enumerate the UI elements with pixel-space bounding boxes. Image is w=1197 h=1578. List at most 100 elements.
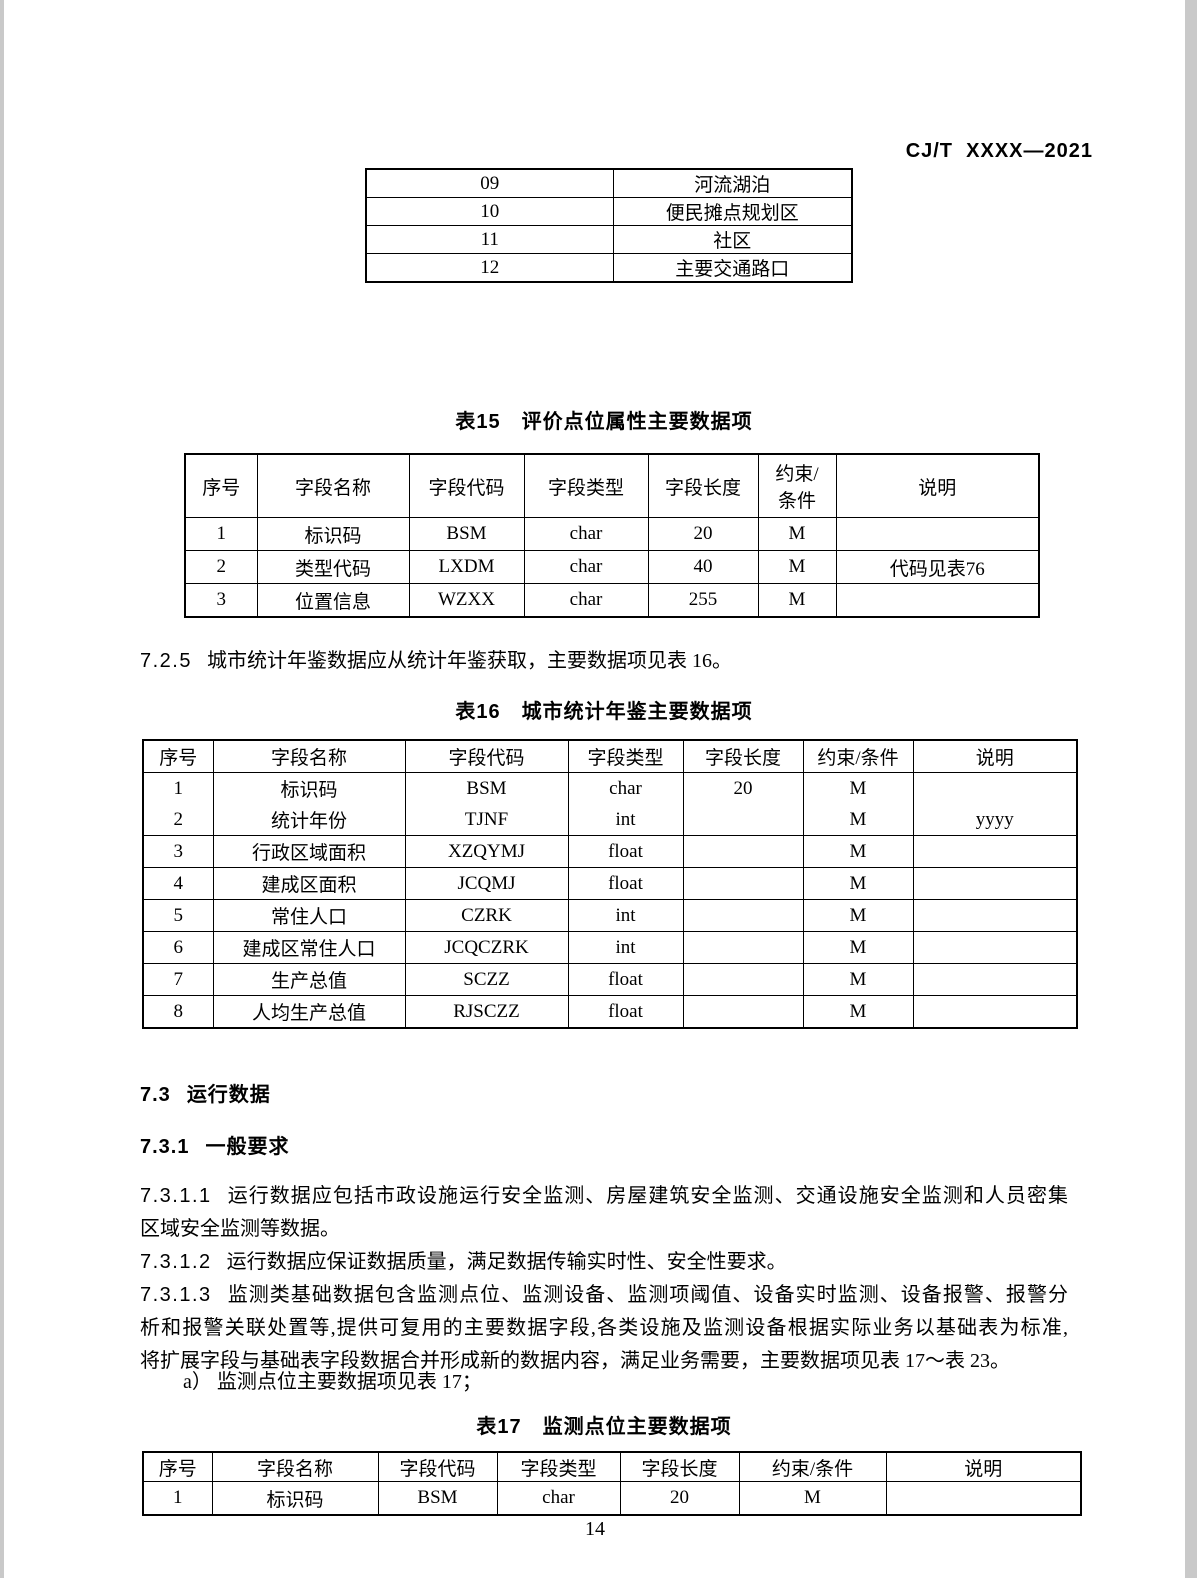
clause-text: 析和报警关联处置等,提供可复用的主要数据字段,各类设施及监测设备根据实际业务以基…	[140, 1317, 1068, 1339]
table-header-cell: 序号	[142, 739, 214, 773]
clause-text: 运行数据应包括市政设施运行安全监测、房屋建筑安全监测、交通设施安全监测和人员密集	[226, 1185, 1068, 1207]
table-header-cell: 字段长度	[682, 739, 804, 773]
table15: 序号 字段名称 字段代码 字段类型 字段长度 约束/ 条件 说明 1 标识码 BSM char 20 M…	[184, 453, 1040, 618]
table-header-cell: 字段名称	[212, 739, 406, 773]
table-cell: 11	[365, 225, 614, 254]
table-header-cell: 字段代码	[404, 739, 569, 773]
table-cell: RJSCZZ	[404, 995, 569, 1029]
table-row: 3 行政区域面积 XZQYMJ float M	[142, 835, 1078, 868]
table-cell: TJNF	[404, 804, 569, 836]
table-cell	[912, 772, 1078, 804]
table-cell: 建成区常住人口	[212, 931, 406, 964]
table-cell	[912, 963, 1078, 996]
table-cell: 20	[647, 517, 759, 551]
table-cell: 40	[647, 550, 759, 584]
table-cell: int	[567, 899, 684, 932]
table-cell: LXDM	[408, 550, 525, 584]
table-cell: 8	[142, 995, 214, 1029]
table-header-cell: 约束/条件	[738, 1451, 887, 1482]
table-header-cell: 字段长度	[619, 1451, 740, 1482]
table-row: 1 标识码 BSM char 20 M	[184, 517, 1040, 551]
table-cell: float	[567, 995, 684, 1029]
table-cell: M	[802, 963, 914, 996]
table-row: 12 主要交通路口	[365, 253, 853, 283]
table-cell	[912, 931, 1078, 964]
table-cell: 10	[365, 197, 614, 226]
heading-7-3: 7.3 运行数据	[140, 1078, 271, 1107]
table-cell	[835, 583, 1040, 618]
table-header-row: 序号 字段名称 字段代码 字段类型 字段长度 约束/ 条件 说明	[184, 453, 1040, 518]
table-row: 6 建成区常住人口 JCQCZRK int M	[142, 931, 1078, 964]
table-cell: float	[567, 835, 684, 868]
table-cell: 1	[142, 1481, 213, 1516]
table-header-row: 序号 字段名称 字段代码 字段类型 字段长度 约束/条件 说明	[142, 739, 1078, 773]
table-cell: yyyy	[912, 804, 1078, 836]
table-cell: CZRK	[404, 899, 569, 932]
clause-text: 区域安全监测等数据。	[140, 1218, 340, 1240]
table-cell: M	[757, 517, 837, 551]
table-cell: 09	[365, 168, 614, 198]
table-cell: 位置信息	[256, 583, 410, 618]
table-cell: 3	[184, 583, 258, 618]
table-cell: M	[802, 835, 914, 868]
table-header-cell: 字段代码	[377, 1451, 498, 1482]
table-row: 3 位置信息 WZXX char 255 M	[184, 583, 1040, 618]
table-cell	[912, 899, 1078, 932]
table-cell: WZXX	[408, 583, 525, 618]
table-cell	[682, 867, 804, 900]
table17-title: 表17 监测点位主要数据项	[476, 1416, 732, 1438]
table-row: 5 常住人口 CZRK int M	[142, 899, 1078, 932]
table-cell: 统计年份	[212, 804, 406, 836]
table-cell: char	[523, 517, 649, 551]
table-cell: 6	[142, 931, 214, 964]
table-cell: BSM	[404, 772, 569, 804]
table-cell	[682, 931, 804, 964]
heading-7-3-1: 7.3.1 一般要求	[140, 1130, 289, 1159]
table-cell: int	[567, 804, 684, 836]
table-cell: 标识码	[256, 517, 410, 551]
table-cell: 河流湖泊	[612, 168, 853, 198]
table-header-cell: 字段名称	[211, 1451, 379, 1482]
table-cell: M	[802, 931, 914, 964]
table16-title: 表16 城市统计年鉴主要数据项	[455, 701, 753, 723]
table-cell: 行政区域面积	[212, 835, 406, 868]
clause-number: 7.2.5	[140, 650, 192, 672]
table-cell: float	[567, 867, 684, 900]
table-cell	[912, 867, 1078, 900]
page-edge-right	[1185, 0, 1197, 1578]
table-cell: 便民摊点规划区	[612, 197, 853, 226]
table-cell: M	[802, 867, 914, 900]
clause-number: 7.3.1.2	[140, 1251, 212, 1273]
table-cell: 4	[142, 867, 214, 900]
table-cell: 5	[142, 899, 214, 932]
table-cell: M	[757, 550, 837, 584]
table-row: 10 便民摊点规划区	[365, 197, 853, 226]
table-header-cell: 字段长度	[647, 453, 759, 518]
table-cell: 2	[184, 550, 258, 584]
table-header-row: 序号 字段名称 字段代码 字段类型 字段长度 约束/条件 说明	[142, 1451, 1082, 1482]
table-cell: 2	[142, 804, 214, 836]
table-header-cell: 约束/条件	[802, 739, 914, 773]
table-cell: 主要交通路口	[612, 253, 853, 283]
table-row: 09 河流湖泊	[365, 168, 853, 198]
heading-title: 运行数据	[186, 1084, 271, 1106]
table-cell	[912, 995, 1078, 1029]
table-cell: 1	[184, 517, 258, 551]
table-header-cell: 约束/ 条件	[757, 453, 837, 518]
table-cell	[682, 899, 804, 932]
table-row: 2 类型代码 LXDM char 40 M 代码见表76	[184, 550, 1040, 584]
table-cell: 常住人口	[212, 899, 406, 932]
table-cell: 20	[619, 1481, 740, 1516]
table-cell: char	[496, 1481, 621, 1516]
table-cell: M	[802, 899, 914, 932]
table16: 序号 字段名称 字段代码 字段类型 字段长度 约束/条件 说明 1 标识码 BSM char 20 M 2…	[142, 739, 1078, 1029]
doc-code: CJ/T XXXX—2021	[905, 140, 1093, 162]
clause-number: 7.3.1.3	[140, 1284, 212, 1306]
table-cell: JCQCZRK	[404, 931, 569, 964]
table-cell	[682, 963, 804, 996]
clause-7-3-1-2: 7.3.1.2 运行数据应保证数据质量，满足数据传输实时性、安全性要求。	[140, 1246, 1068, 1279]
table-cell: 7	[142, 963, 214, 996]
table-cell: 255	[647, 583, 759, 618]
table-cell: 人均生产总值	[212, 995, 406, 1029]
